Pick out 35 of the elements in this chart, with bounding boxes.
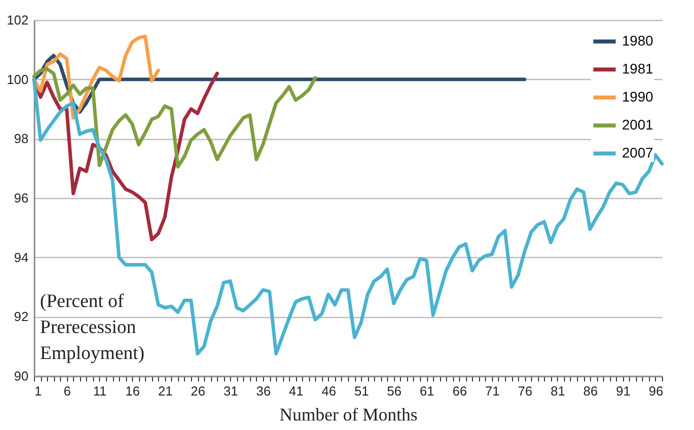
y-tick-label: 94: [14, 250, 28, 265]
x-tick-label: 31: [224, 384, 238, 398]
legend-label: 1980: [622, 32, 654, 48]
x-tick-label: 26: [190, 384, 206, 398]
legend-label: 2007: [622, 144, 654, 160]
x-tick-label: 71: [485, 384, 500, 398]
x-tick-label: 96: [648, 384, 664, 398]
x-tick-label: 66: [452, 384, 467, 398]
x-tick-label: 36: [256, 384, 271, 398]
y-tick-label: 92: [14, 309, 28, 324]
x-tick-label: 76: [518, 384, 532, 398]
x-tick-label: 41: [288, 384, 304, 398]
y-tick-label: 96: [14, 190, 28, 206]
x-tick-label: 11: [93, 384, 107, 398]
x-tick-label: 46: [322, 384, 336, 398]
x-tick-label: 86: [583, 384, 598, 398]
x-tick-label: 51: [354, 384, 369, 398]
y-tick-label: 98: [14, 131, 28, 146]
x-tick-label: 21: [158, 384, 173, 398]
x-tick-label: 91: [616, 384, 630, 398]
x-tick-label: 81: [550, 384, 566, 398]
y-tick-label: 90: [14, 368, 28, 384]
legend-label: 1981: [622, 60, 654, 76]
y-tick-label: 100: [6, 72, 28, 87]
y-tick-label: 102: [6, 12, 28, 28]
x-tick-label: 61: [420, 384, 434, 398]
x-axis-title: Number of Months: [280, 404, 418, 424]
annotation: (Percent of Prerecession Employment): [40, 291, 144, 364]
x-tick-label: 6: [64, 384, 71, 398]
x-tick-label: 56: [387, 384, 402, 398]
legend-label: 1990: [622, 88, 654, 104]
x-tick-label: 16: [125, 384, 140, 398]
line-series: [32, 67, 318, 169]
x-tick-label: 1: [34, 384, 42, 398]
legend-label: 2001: [622, 116, 654, 132]
